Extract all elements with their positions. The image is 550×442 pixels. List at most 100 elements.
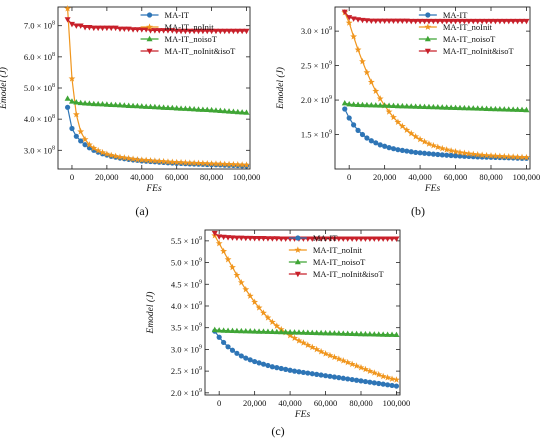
legend-marker [425, 12, 431, 18]
data-point [342, 106, 348, 112]
data-point [268, 318, 276, 325]
data-point [322, 350, 329, 357]
series-MA-IT_noisoT [341, 99, 530, 113]
data-point [523, 153, 530, 161]
data-point [399, 18, 406, 24]
data-point [313, 236, 320, 242]
plot-frame [204, 229, 401, 396]
data-point [412, 18, 419, 25]
data-point [393, 383, 400, 389]
data-point [404, 148, 410, 154]
data-point [94, 147, 102, 154]
legend-marker [146, 48, 153, 55]
legend: MA-IT MA-IT_noInit MA-IT_noisoT MA-IT_noIni… [140, 10, 236, 56]
data-point [349, 376, 355, 383]
series-MA-IT_noInit [211, 232, 400, 383]
data-point [355, 127, 361, 133]
x-tick-label: 0 [347, 172, 351, 182]
data-point [331, 330, 338, 336]
data-point [211, 326, 218, 333]
data-point [465, 18, 472, 25]
data-point [220, 327, 227, 333]
data-point [376, 95, 384, 102]
y-axis-label: Emodel (J) [0, 67, 9, 110]
data-point [488, 105, 494, 112]
data-point [107, 151, 115, 159]
data-point [64, 95, 71, 101]
data-point [380, 381, 386, 387]
data-point [376, 380, 382, 387]
data-point [377, 142, 383, 148]
data-point [474, 105, 481, 111]
legend-label: MA-IT [165, 10, 190, 20]
data-point [269, 328, 276, 335]
data-point [173, 158, 181, 166]
data-point [199, 28, 206, 35]
data-point [421, 150, 428, 156]
data-point [456, 18, 463, 25]
data-point [195, 106, 202, 112]
data-point [82, 25, 89, 31]
data-point [125, 26, 132, 33]
y-tick-label: 7.0 × 108 [24, 21, 55, 31]
data-point [238, 161, 246, 168]
data-point [147, 103, 154, 110]
data-point [470, 18, 477, 25]
data-point [384, 331, 391, 337]
x-tick-label: 20,000 [95, 172, 118, 182]
series-line [344, 108, 527, 159]
y-tick-label: 3.0 × 109 [301, 26, 332, 36]
data-point [195, 159, 202, 167]
data-point [390, 113, 397, 121]
legend-label: MA-IT [313, 233, 338, 243]
data-point [225, 327, 232, 333]
legend-marker [146, 12, 153, 18]
data-point [64, 17, 71, 23]
data-point [417, 103, 424, 109]
data-point [216, 327, 223, 333]
data-point [353, 362, 360, 369]
data-point [488, 18, 494, 25]
data-point [518, 153, 526, 161]
data-point [346, 115, 352, 121]
series-MA-IT_noInit [64, 4, 250, 168]
data-point [417, 150, 423, 156]
data-point [403, 18, 410, 24]
data-point [439, 104, 446, 110]
data-point [375, 331, 382, 337]
data-point [160, 104, 167, 110]
data-point [318, 372, 324, 378]
data-point [372, 102, 379, 108]
data-point [260, 236, 267, 242]
data-point [362, 330, 369, 337]
data-point [340, 236, 347, 242]
data-point [273, 322, 281, 329]
data-point [501, 106, 508, 112]
data-point [264, 314, 272, 321]
data-point [260, 361, 267, 367]
data-point [238, 327, 245, 334]
data-point [191, 105, 198, 112]
data-point [305, 370, 311, 376]
data-point [465, 150, 473, 157]
y-tick-label: 3.0 × 108 [24, 145, 55, 155]
data-point [225, 344, 231, 350]
data-point [448, 152, 454, 159]
data-point [523, 106, 530, 113]
legend: MA-IT MA-IT_noInit MA-IT_noisoT MA-IT_noIni… [288, 233, 384, 279]
data-point [439, 152, 445, 158]
x-tick-label: 60,000 [314, 398, 337, 408]
data-point [345, 19, 353, 26]
data-point [514, 18, 521, 25]
data-point [452, 153, 459, 159]
x-axis-label: FEs [424, 184, 441, 194]
data-point [434, 104, 441, 110]
data-point [430, 18, 437, 25]
data-point [156, 104, 163, 110]
data-point [299, 339, 307, 346]
data-point [357, 364, 365, 371]
x-tick-label: 100,000 [233, 172, 261, 182]
y-tick-label: 5.0 × 108 [24, 83, 55, 93]
data-point [403, 103, 410, 109]
data-point [208, 106, 215, 113]
